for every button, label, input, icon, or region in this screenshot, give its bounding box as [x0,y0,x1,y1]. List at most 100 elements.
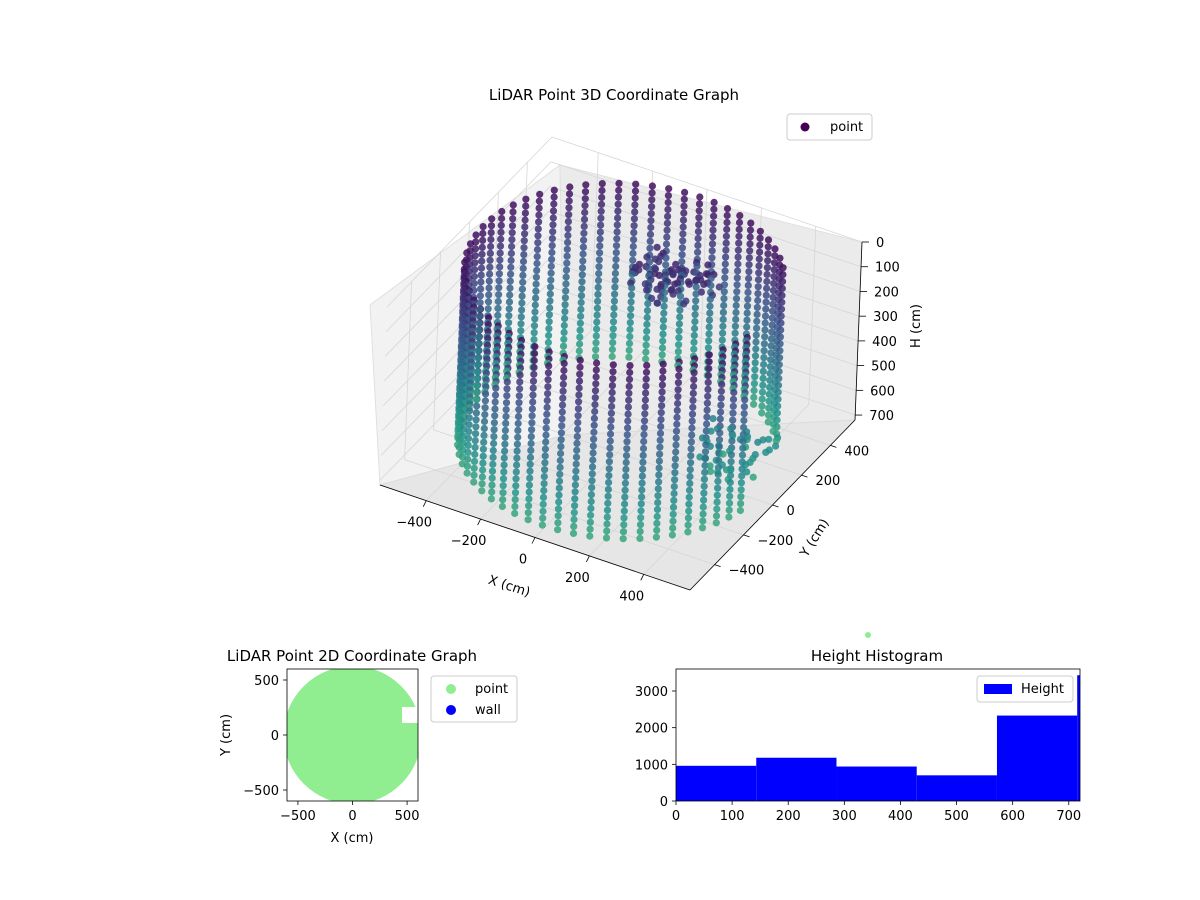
scatter-point-3d [643,313,651,322]
scatter-point-3d [496,249,504,257]
scatter-point-3d [758,388,767,396]
scatter-point-3d [703,420,711,428]
scatter-point-3d [707,281,715,290]
scatter-point-3d [639,458,647,466]
scatter-point-3d [514,412,523,421]
scatter-point-3d [627,305,635,313]
z-axis-label-3d: H (cm) [909,304,924,348]
scatter-point-3d [497,228,505,236]
scatter-point-3d [513,454,521,462]
scatter-point-3d [594,276,603,285]
x-tick-label-hist: 700 [1056,809,1081,824]
chart-title-3d: LiDAR Point 3D Coordinate Graph [489,86,739,104]
scatter-point-3d [562,280,570,288]
y-tick-label-2d: 500 [254,674,279,689]
scatter-point-3d [608,382,617,390]
scatter-point-3d [642,341,650,349]
scatter-point-3d [658,344,667,352]
y-tick-mark-3d [743,534,750,538]
scatter-point-3d [640,424,648,432]
scatter-point-3d [722,246,730,254]
scatter-point-3d [675,341,683,349]
scatter-point-3d [482,390,490,398]
scatter-point-3d [669,510,677,518]
scatter-point-3d [657,422,665,431]
scatter-point-3d [563,252,571,260]
scatter-point-3d [611,283,619,291]
scatter-point-3d [699,510,707,518]
scatter-point-3d [610,311,618,319]
plot-histogram: Height Histogram 0 100 200 300 400 500 600 7000… [635,647,1081,824]
scatter-point-3d [548,235,557,243]
scatter-point-3d [495,270,503,278]
scatter-point-3d [624,424,632,432]
scatter-point-3d [572,460,580,468]
scatter-point-3d [570,522,578,531]
scatter-point-3d [643,286,651,294]
scatter-point-3d [750,380,759,388]
scatter-point-3d [658,381,667,389]
scatter-point-3d [562,287,570,295]
scatter-point-3d [596,235,604,243]
scatter-point-3d [558,401,567,409]
scatter-point-3d [610,297,619,305]
scatter-point-3d [596,242,604,250]
scatter-point-3d [671,462,679,470]
scatter-point-3d [595,263,603,271]
scatter-point-3d [507,256,515,264]
scatter-point-3d [755,262,763,270]
scatter-point-3d [705,358,713,366]
scatter-point-3d [515,406,523,414]
scatter-point-3d [527,446,535,454]
scatter-point-3d [637,514,645,522]
scatter-point-3d [692,297,700,305]
legend-marker-point-2d [446,684,456,694]
scatter-point-3d [521,209,530,217]
scatter-point-3d [678,258,686,266]
scatter-point-3d [664,198,672,207]
scatter-point-3d [591,401,599,409]
scatter-point-3d [645,265,653,273]
scatter-point-3d [590,435,598,443]
scatter-point-3d [754,276,763,284]
scatter-point-3d [561,301,569,309]
scatter-point-3d [466,407,474,415]
scatter-point-3d [747,219,755,227]
scatter-point-3d [577,292,586,300]
scatter-point-3d [587,497,595,506]
scatter-point-3d [729,395,738,403]
scatter-point-3d [713,491,721,499]
scatter-point-3d [646,230,655,238]
scatter-point-3d [507,263,515,271]
scatter-point-3d [709,226,717,234]
scatter-point-3d [550,186,558,194]
scatter-point-3d [629,256,637,264]
plot-2d: LiDAR Point 2D Coordinate Graph −500 0 500… [219,647,518,846]
scatter-point-3d [489,453,497,461]
scatter-point-3d [659,367,667,375]
scatter-point-3d [612,262,620,271]
scatter-point-3d [579,250,587,258]
scatter-point-3d [701,455,709,463]
scatter-point-3d [706,462,714,470]
scatter-point-3d [684,514,693,522]
scatter-point-3d [620,514,628,522]
scatter-point-3d [596,228,605,236]
z-tick-label-3d: 100 [875,261,900,276]
scatter-point-3d [613,235,621,243]
scatter-point-3d [593,318,601,326]
scatter-point-3d [519,278,527,286]
scatter-point-3d [716,415,724,423]
scatter-point-3d [697,288,706,296]
scatter-point-3d [571,502,579,510]
scatter-point-3d [722,232,731,240]
scatter-point-3d [641,403,649,411]
scatter-point-3d [541,466,549,474]
scatter-point-3d [471,450,479,458]
scatter-point-3d [701,448,710,456]
scatter-point-3d [675,365,683,373]
scatter-point-3d [736,212,744,220]
scatter-point-3d [592,339,600,347]
scatter-point-3d [671,476,679,484]
grid-line-3d [386,136,553,308]
